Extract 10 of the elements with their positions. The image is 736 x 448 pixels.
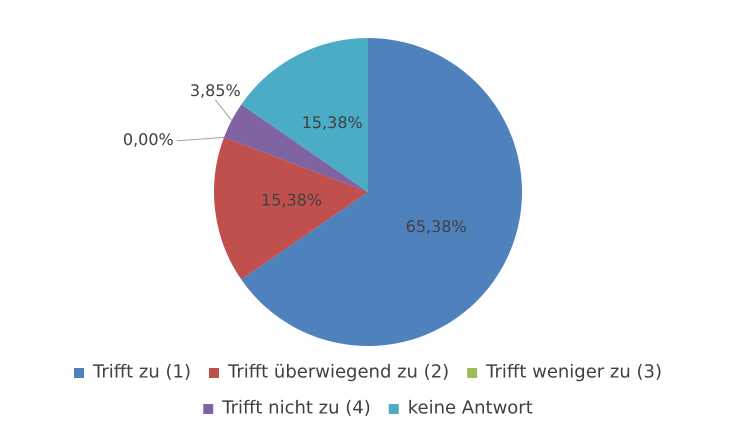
data-label: 15,38% [302, 112, 363, 132]
data-label: 3,85% [190, 80, 241, 100]
data-label: 15,38% [261, 190, 322, 210]
legend-label: Trifft nicht zu (4) [221, 398, 371, 419]
legend-label: keine Antwort [408, 398, 533, 419]
legend-label: Trifft weniger zu (3) [485, 362, 662, 383]
text: 0,00% [122, 130, 174, 150]
legend-label: Trifft überwiegend zu (2) [227, 362, 450, 383]
data-label: 65,38% [406, 216, 467, 236]
legend-label: Trifft zu (1) [92, 362, 192, 383]
